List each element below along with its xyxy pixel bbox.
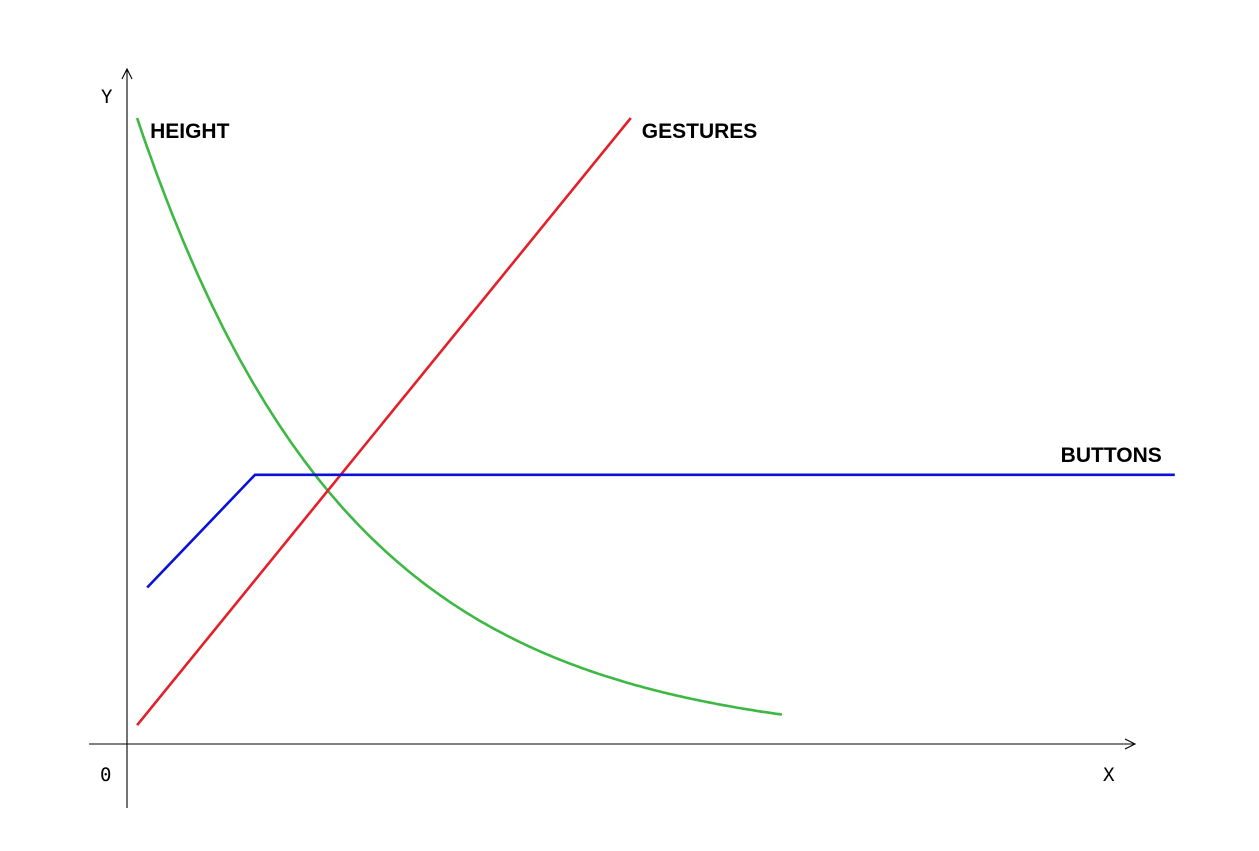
axes: Y X 0	[89, 67, 1137, 808]
series-label-height: HEIGHT	[150, 120, 230, 143]
series-line-buttons	[146, 473, 1175, 589]
y-axis-label: Y	[101, 86, 113, 108]
series-layer: HEIGHT GESTURES BUTTONS	[135, 117, 1175, 727]
origin-label: 0	[100, 764, 111, 786]
series-line-height	[135, 117, 783, 716]
y-axis-arrow-icon	[121, 67, 133, 80]
x-axis-label: X	[1103, 764, 1115, 786]
series-line-gestures	[136, 117, 632, 727]
series-label-gestures: GESTURES	[642, 120, 758, 143]
x-axis-arrow-icon	[1124, 738, 1137, 750]
series-label-buttons: BUTTONS	[1061, 444, 1162, 467]
